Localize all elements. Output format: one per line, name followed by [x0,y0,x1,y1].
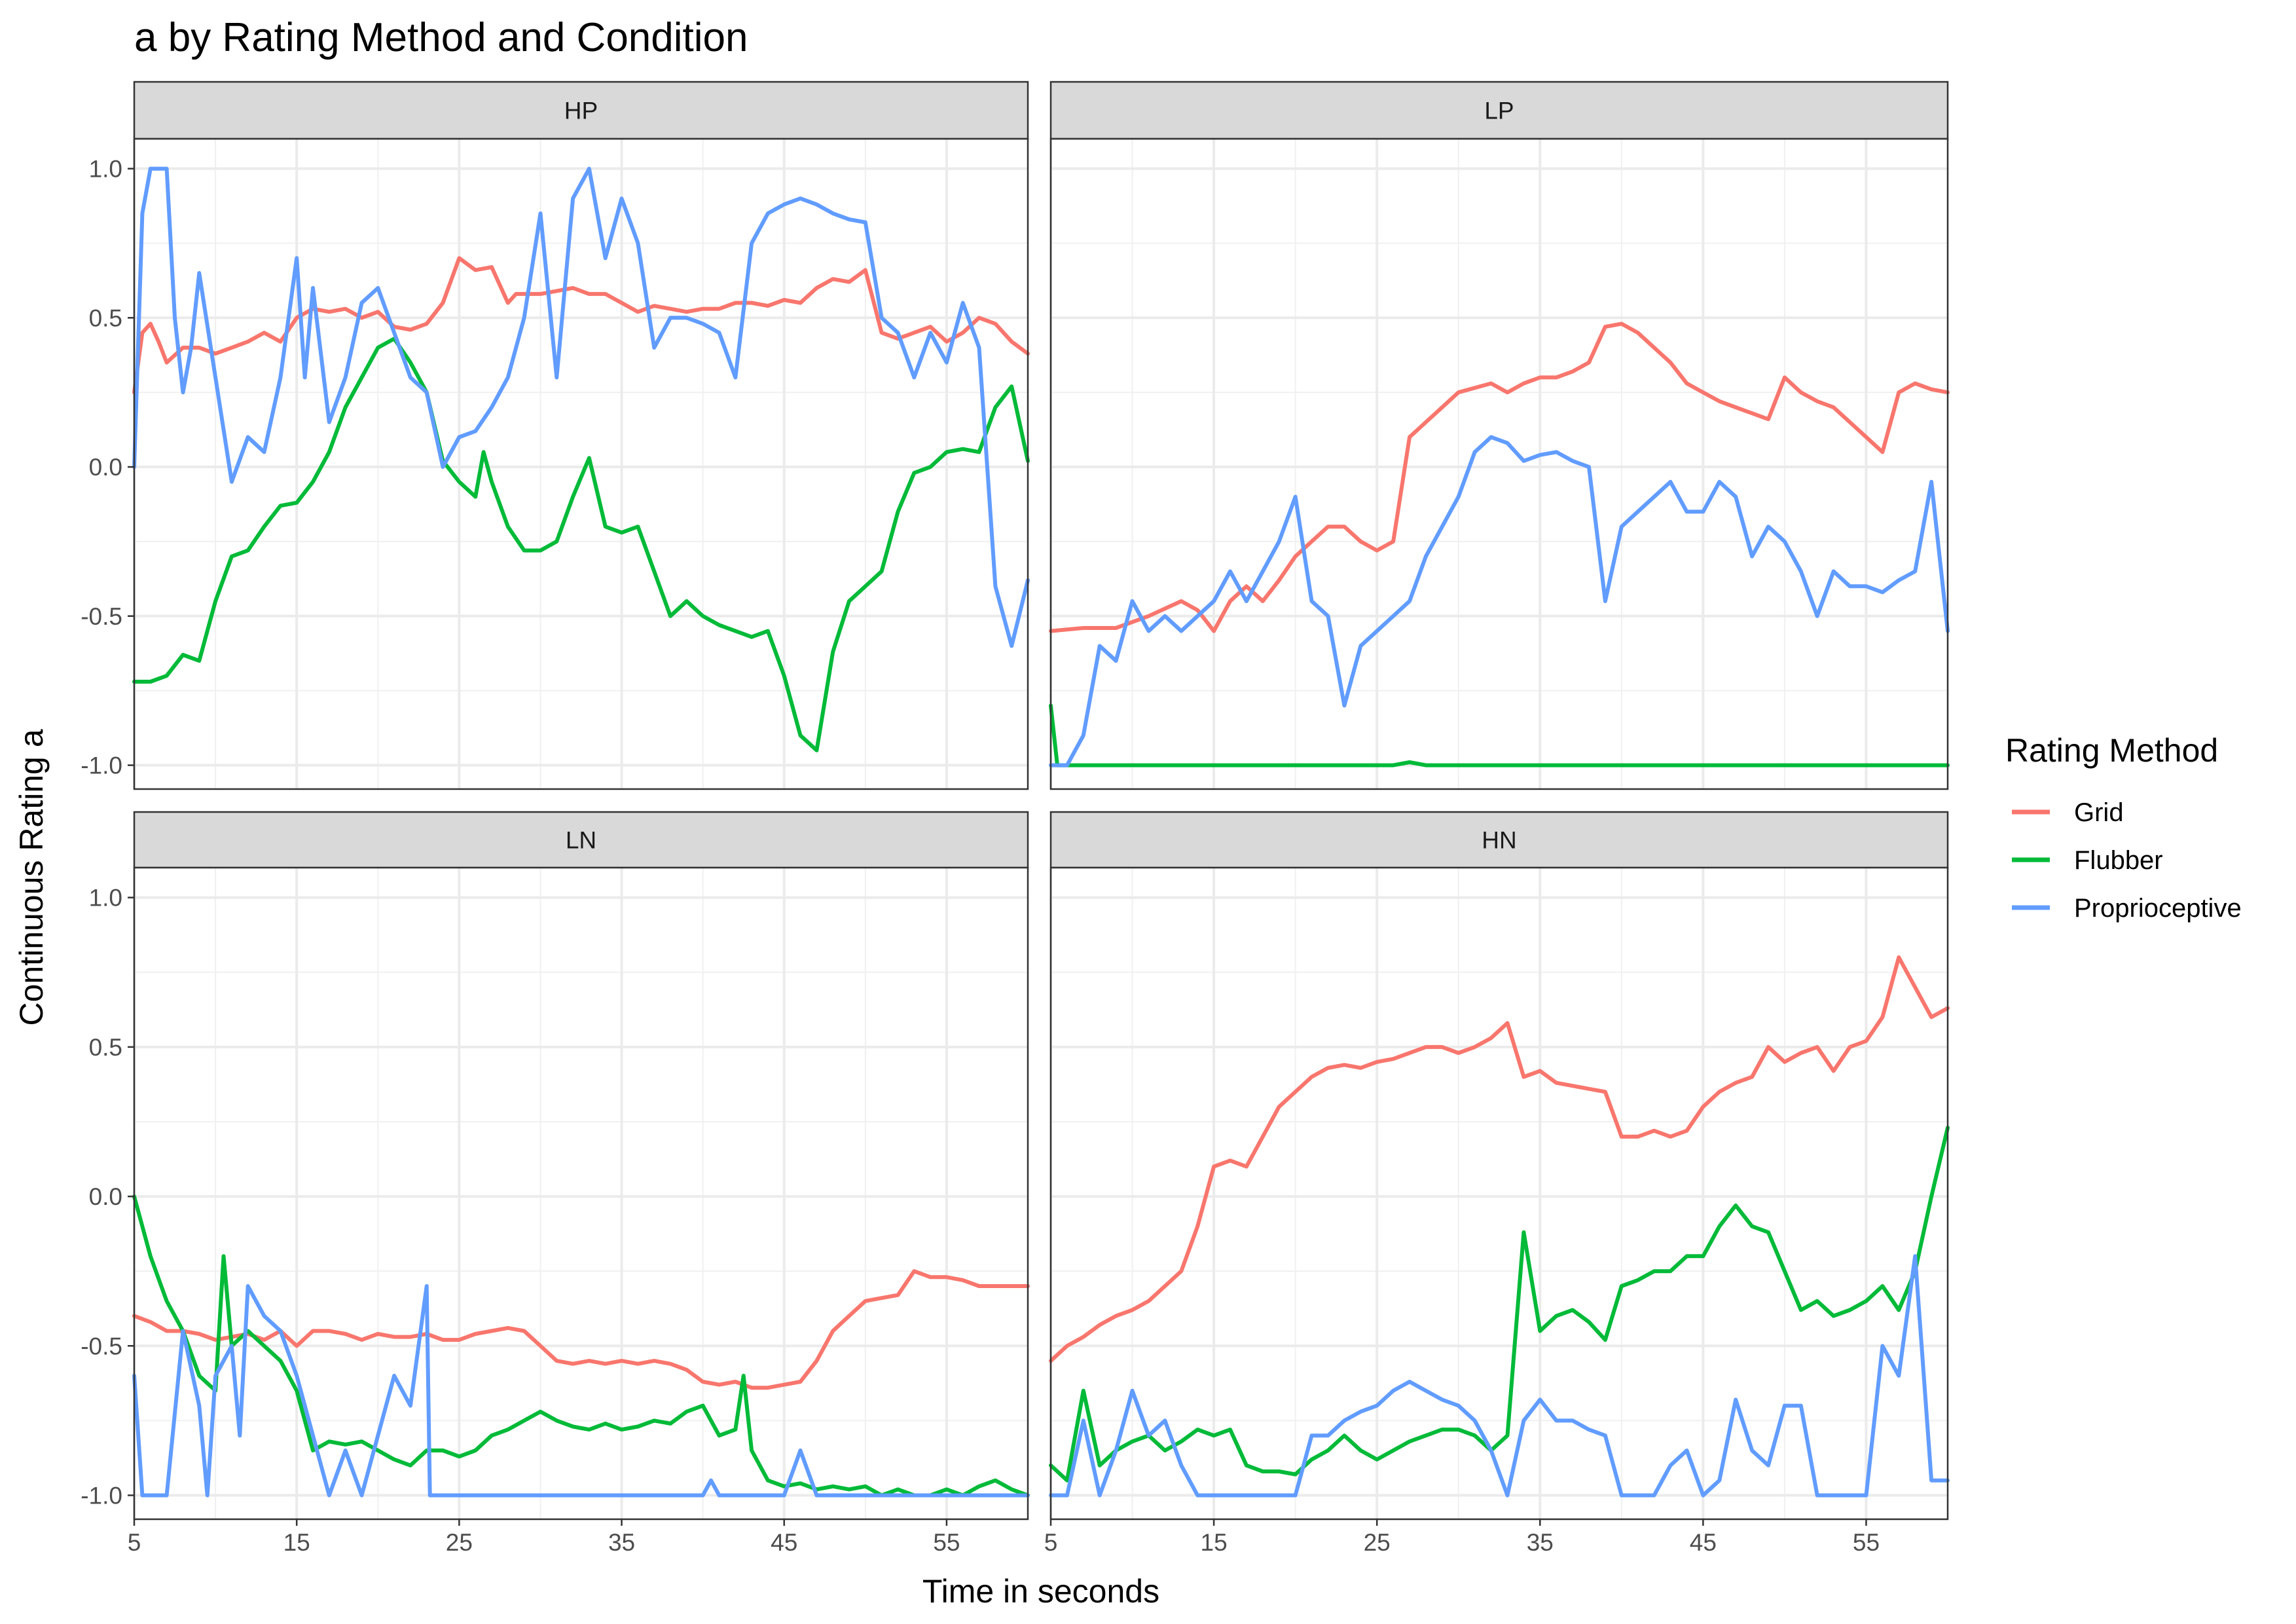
plot-background-hp [134,139,1028,789]
legend-label-flubber: Flubber [2074,846,2163,875]
series-line-ln-proprioceptive [132,1284,1030,1498]
legend-entries: Grid Flubber Proprioceptive [2012,798,2242,923]
x-tick-label: 5 [1044,1529,1058,1556]
x-tick-label: 55 [1853,1529,1880,1556]
legend-entry-proprioceptive: Proprioceptive [2012,894,2242,923]
strip-label-lp: LP [1484,98,1514,124]
series-line-hn-proprioceptive [1049,1254,1950,1498]
legend-label-grid: Grid [2074,798,2124,827]
plot-background-hn [1051,868,1948,1519]
y-tick-label: -0.5 [81,1333,122,1359]
y-tick-label: 0.0 [89,454,122,481]
x-tick-label: 25 [446,1529,473,1556]
strip-ln [133,811,1029,869]
y-tick-label: -1.0 [81,752,122,779]
legend: Rating Method Grid Flubber Proprioceptive [2005,732,2242,923]
x-axis-title: Time in seconds [922,1573,1159,1610]
series-line-lp-flubber [1049,703,1950,767]
strip-hn [1049,811,1949,869]
legend-title: Rating Method [2005,732,2218,769]
y-tick-label: 0.5 [89,304,122,331]
y-tick-label: 1.0 [89,156,122,183]
legend-entry-grid: Grid [2012,798,2124,827]
series-line-hn-flubber [1049,1126,1950,1483]
x-tick-label: 15 [283,1529,310,1556]
x-tick-label: 5 [128,1529,141,1556]
legend-label-proprioceptive: Proprioceptive [2074,894,2242,923]
series-line-ln-flubber [132,1194,1030,1498]
panel-hn: HN 5 15 25 35 45 55 [1044,811,1950,1556]
y-tick-label: -0.5 [81,603,122,630]
panel-border-hn [1049,866,1949,1521]
panel-hp: HP -1.0 -0.5 0.0 0.5 1.0 [81,81,1030,790]
y-tick-label: -1.0 [81,1482,122,1509]
x-tick-label: 35 [1527,1529,1554,1556]
series-line-hp-flubber [132,337,1030,752]
legend-entry-flubber: Flubber [2012,846,2163,875]
strip-label-ln: LN [566,827,596,854]
y-tick-label: 0.5 [89,1034,122,1061]
panel-lp: LP [1049,81,1950,790]
x-tick-label: 25 [1364,1529,1391,1556]
y-tick-label: 0.0 [89,1183,122,1210]
panel-border-lp [1049,138,1949,790]
x-tick-label: 45 [1690,1529,1717,1556]
series-line-hn-grid [1049,955,1950,1363]
strip-label-hn: HN [1482,827,1516,854]
x-tick-label: 55 [933,1529,960,1556]
plot-background-ln [134,868,1028,1519]
panels-area: HP -1.0 -0.5 0.0 0.5 1.0 LP LN -1.0 -0.5 0.0 0.5 1.0… [81,81,1950,1556]
panel-border-hp [133,138,1029,790]
chart-title: a by Rating Method and Condition [134,15,748,60]
plot-background-lp [1051,139,1948,789]
series-line-hp-proprioceptive [132,166,1030,648]
series-line-hp-grid [132,256,1030,395]
panel-ln: LN -1.0 -0.5 0.0 0.5 1.0 5 15 25 35 45 55 [81,811,1030,1556]
strip-label-hp: HP [564,98,598,124]
x-tick-label: 45 [771,1529,797,1556]
strip-hp [133,81,1029,140]
y-tick-label: 1.0 [89,885,122,912]
x-tick-label: 35 [608,1529,635,1556]
panel-border-ln [133,866,1029,1521]
series-line-lp-proprioceptive [1049,435,1950,767]
y-axis-title: Continuous Rating a [13,729,50,1025]
x-tick-label: 15 [1201,1529,1228,1556]
